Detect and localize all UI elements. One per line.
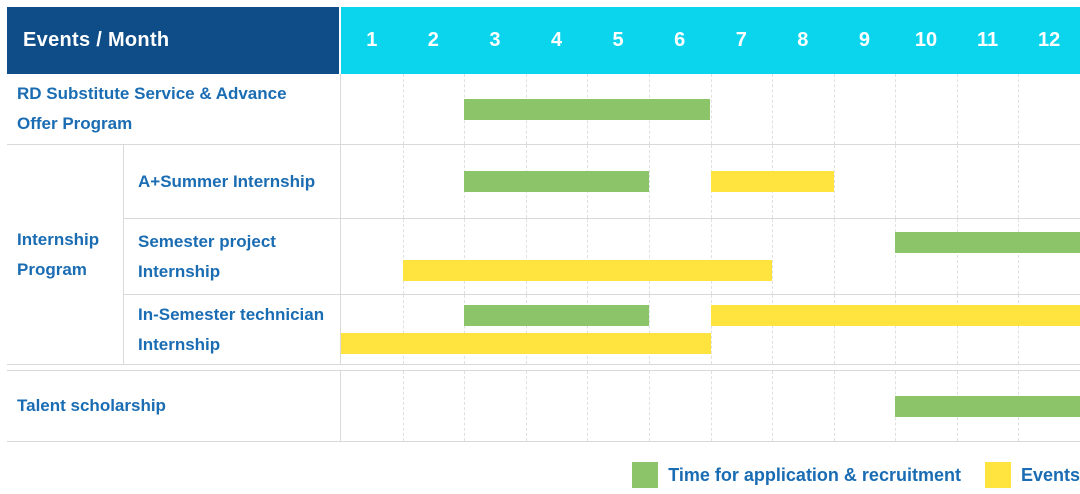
month-gridline: [587, 219, 589, 294]
event-bar: [710, 305, 1080, 326]
month-gridline: [772, 295, 774, 364]
month-gridline: [464, 371, 466, 441]
month-gridline: [956, 145, 958, 218]
month-gridline: [895, 219, 897, 294]
month-header-7: 7: [735, 29, 747, 51]
month-gridline: [648, 295, 650, 364]
month-gridline: [895, 145, 897, 218]
month-header-12: 12: [1038, 29, 1061, 51]
row-semester-project: Semester project Internship: [124, 219, 1080, 295]
month-header-2: 2: [427, 29, 439, 51]
events-month-header: Events / Month: [7, 7, 341, 74]
row-label-talent-scholarship: Talent scholarship: [7, 371, 341, 441]
month-gridline: [648, 371, 650, 441]
events-color-swatch: [984, 462, 1011, 488]
month-gridline: [833, 371, 835, 441]
month-gridline: [895, 74, 897, 144]
month-gridline: [710, 295, 712, 364]
month-gridline: [648, 145, 650, 218]
month-header-4: 4: [550, 29, 563, 51]
month-header-11: 11: [976, 29, 999, 51]
application-bar: [895, 395, 1080, 417]
row-a-summer: A+Summer Internship: [124, 145, 1080, 219]
table-header-row: Events / Month 1 2 3 4 5 6 7 8 9 10 11 12: [7, 7, 1080, 74]
month-header-strip: 1 2 3 4 5 6 7 8 9 10 11 12: [341, 7, 1080, 74]
month-gridline: [956, 219, 958, 294]
chart-cell-semester-project: [341, 219, 1080, 294]
month-gridline: [833, 74, 835, 144]
month-gridline: [833, 219, 835, 294]
month-gridline: [525, 219, 527, 294]
gantt-table: Events / Month 1 2 3 4 5 6 7 8 9 10 11 12 RD Substi…: [7, 7, 1080, 442]
group-label-internship-program: Internship Program: [7, 145, 124, 364]
month-header-9: 9: [858, 29, 870, 51]
month-header-3: 3: [489, 29, 501, 51]
month-gridline: [525, 371, 527, 441]
row-label-a-summer: A+Summer Internship: [124, 145, 341, 218]
month-gridline: [402, 295, 404, 364]
month-gridline: [710, 219, 712, 294]
month-gridline: [587, 295, 589, 364]
row-label-semester-project: Semester project Internship: [124, 219, 341, 294]
month-gridline: [1018, 295, 1020, 364]
month-gridline: [587, 371, 589, 441]
row-label-in-semester-technician: In-Semester technician Internship: [124, 295, 341, 364]
month-gridline: [402, 371, 404, 441]
chart-cell-in-semester-technician: [341, 295, 1080, 364]
month-gridline: [833, 145, 835, 218]
row-rd-substitute: RD Substitute Service & Advance Offer Pr…: [7, 74, 1080, 145]
legend-label-events: Events: [1020, 464, 1080, 485]
month-gridline: [402, 219, 404, 294]
legend-item-events: Events: [984, 462, 1080, 488]
month-gridline: [525, 295, 527, 364]
chart-cell-rd-substitute: [341, 74, 1080, 144]
month-gridline: [956, 295, 958, 364]
event-bar: [402, 260, 773, 281]
chart-cell-a-summer: [341, 145, 1080, 218]
internship-program-group: Internship Program A+Summer Internship S…: [7, 145, 1080, 365]
month-gridline: [956, 74, 958, 144]
month-gridline: [772, 219, 774, 294]
legend-label-application: Time for application & recruitment: [668, 464, 961, 485]
application-bar: [895, 232, 1080, 253]
row-in-semester-technician: In-Semester technician Internship: [124, 295, 1080, 364]
month-gridline: [772, 74, 774, 144]
application-bar: [464, 98, 711, 120]
month-gridline: [833, 295, 835, 364]
month-gridline: [402, 74, 404, 144]
internship-program-rows: A+Summer Internship Semester project Int…: [124, 145, 1080, 364]
month-header-6: 6: [674, 29, 686, 51]
event-bar: [341, 333, 711, 354]
application-bar: [464, 305, 649, 326]
legend-item-application: Time for application & recruitment: [632, 462, 961, 488]
month-gridline: [772, 371, 774, 441]
chart-cell-talent-scholarship: [341, 371, 1080, 441]
month-gridline: [1018, 74, 1020, 144]
month-gridline: [464, 295, 466, 364]
legend: Time for application & recruitment Event…: [632, 462, 1080, 488]
month-gridline: [1018, 145, 1020, 218]
month-header-8: 8: [797, 29, 809, 51]
row-talent-scholarship: Talent scholarship: [7, 370, 1080, 442]
month-gridline: [710, 74, 712, 144]
event-bar: [710, 171, 834, 192]
month-gridline: [402, 145, 404, 218]
month-gridline: [710, 371, 712, 441]
month-gridline: [1018, 219, 1020, 294]
month-header-1: 1: [366, 29, 378, 51]
application-color-swatch: [632, 462, 659, 488]
month-gridline: [648, 219, 650, 294]
month-header-10: 10: [914, 29, 938, 51]
application-bar: [464, 171, 649, 192]
month-gridline: [895, 295, 897, 364]
row-label-rd-substitute: RD Substitute Service & Advance Offer Pr…: [7, 74, 341, 144]
month-gridline: [464, 219, 466, 294]
month-header-5: 5: [612, 29, 624, 51]
